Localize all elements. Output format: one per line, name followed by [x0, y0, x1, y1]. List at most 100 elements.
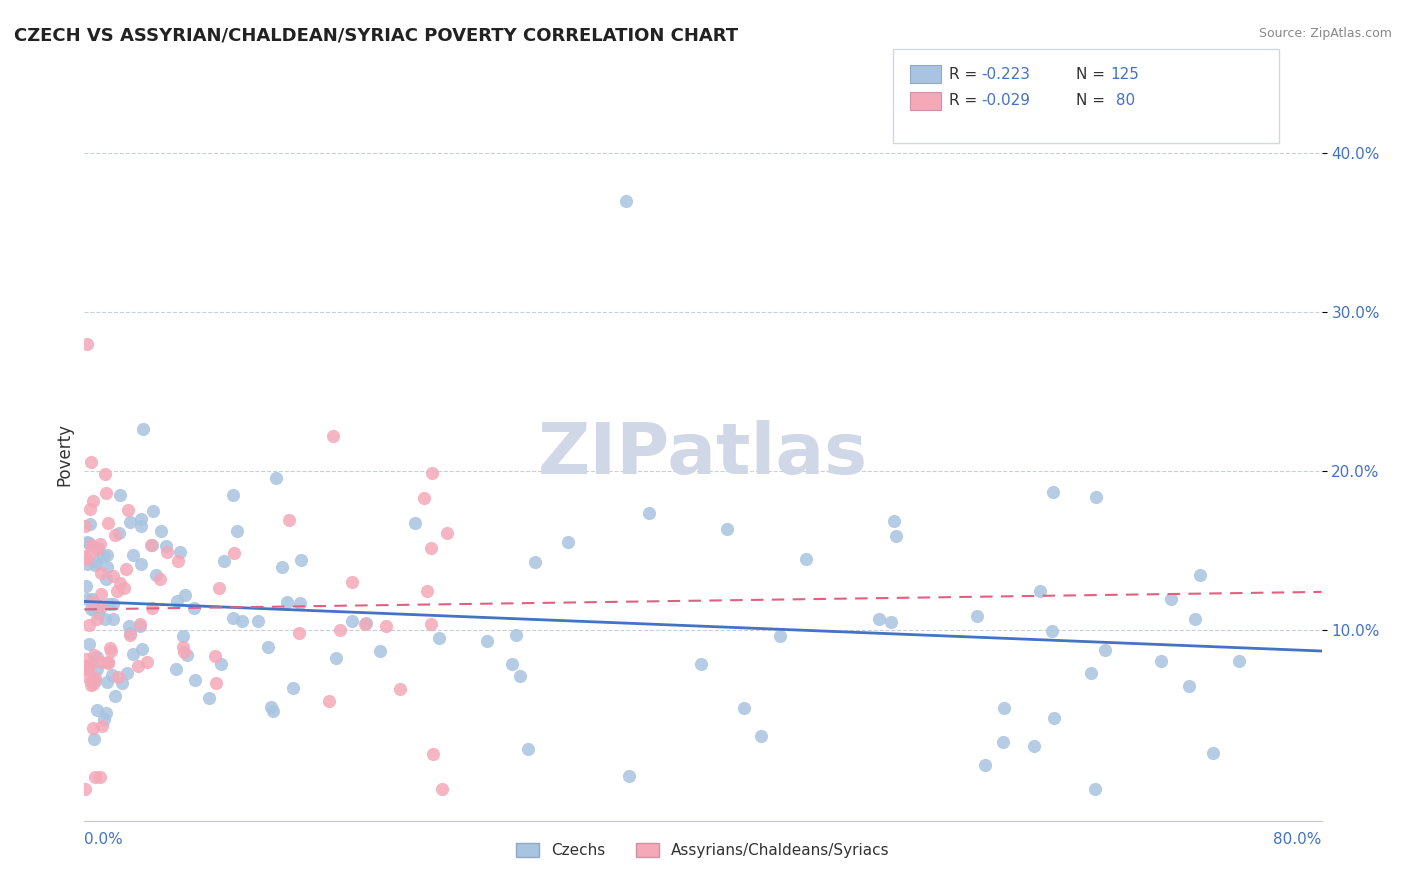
Point — [84, 770, 107, 784]
Point — [966, 608, 988, 623]
Point — [155, 539, 177, 553]
Point — [165, 662, 187, 676]
Point — [208, 581, 231, 595]
Point — [129, 511, 152, 525]
Point — [79, 455, 101, 469]
Point — [354, 617, 377, 632]
Point — [262, 704, 284, 718]
Text: 0.0%: 0.0% — [84, 831, 124, 847]
Point — [87, 541, 110, 555]
Point — [115, 561, 138, 575]
Point — [89, 599, 111, 613]
Point — [420, 616, 443, 631]
Point — [77, 637, 100, 651]
Point — [278, 513, 301, 527]
Point — [749, 729, 772, 743]
Point — [97, 516, 120, 530]
Point — [156, 544, 179, 558]
Point — [90, 566, 112, 580]
Point — [84, 555, 107, 569]
Point — [108, 526, 131, 541]
Point — [368, 644, 391, 658]
Point — [222, 487, 245, 501]
Point — [94, 612, 117, 626]
Point — [97, 655, 120, 669]
Point — [82, 721, 104, 735]
Point — [149, 572, 172, 586]
Text: -0.223: -0.223 — [981, 67, 1031, 81]
Point — [77, 618, 100, 632]
Point — [76, 552, 98, 566]
Point — [91, 549, 114, 563]
Point — [1024, 739, 1046, 753]
Point — [80, 678, 103, 692]
Point — [83, 731, 105, 746]
Point — [176, 648, 198, 662]
Point — [103, 527, 125, 541]
Point — [82, 677, 104, 691]
Point — [79, 516, 101, 531]
Point — [231, 615, 253, 629]
Point — [75, 652, 97, 666]
Point — [128, 617, 150, 632]
Point — [129, 558, 152, 572]
Point — [83, 558, 105, 572]
Point — [1085, 490, 1108, 504]
Point — [769, 629, 792, 643]
Point — [117, 502, 139, 516]
Point — [86, 703, 108, 717]
Point — [205, 676, 228, 690]
Point — [110, 488, 132, 502]
Point — [212, 554, 235, 568]
Point — [79, 502, 101, 516]
Point — [733, 700, 755, 714]
Point — [96, 549, 118, 563]
Point — [96, 486, 118, 500]
Point — [96, 560, 118, 574]
Point — [973, 758, 995, 772]
Point — [288, 625, 311, 640]
Point — [107, 670, 129, 684]
Point — [86, 612, 108, 626]
Point — [105, 583, 128, 598]
Point — [90, 655, 112, 669]
Point — [246, 614, 269, 628]
Point — [90, 600, 112, 615]
Point — [354, 615, 377, 630]
Point — [118, 619, 141, 633]
Point — [1150, 654, 1173, 668]
Point — [98, 640, 121, 655]
Point — [222, 611, 245, 625]
Point — [501, 657, 523, 672]
Point — [1188, 568, 1211, 582]
Point — [77, 536, 100, 550]
Point — [83, 602, 105, 616]
Point — [94, 572, 117, 586]
Point — [111, 676, 134, 690]
Text: CZECH VS ASSYRIAN/CHALDEAN/SYRIAC POVERTY CORRELATION CHART: CZECH VS ASSYRIAN/CHALDEAN/SYRIAC POVERT… — [14, 27, 738, 45]
Point — [131, 641, 153, 656]
Point — [404, 516, 426, 530]
Point — [290, 552, 312, 566]
Point — [145, 567, 167, 582]
Point — [120, 627, 142, 641]
Point — [281, 681, 304, 695]
Point — [103, 597, 125, 611]
Point — [884, 529, 907, 543]
Point — [1042, 624, 1064, 638]
Point — [112, 581, 135, 595]
Text: -0.029: -0.029 — [981, 94, 1031, 108]
Point — [76, 670, 98, 684]
Text: R =: R = — [949, 67, 983, 81]
Point — [89, 537, 111, 551]
Point — [883, 514, 905, 528]
Point — [80, 595, 103, 609]
Point — [139, 538, 162, 552]
Point — [868, 612, 890, 626]
Text: R =: R = — [949, 94, 983, 108]
Point — [149, 524, 172, 538]
Text: ZIPatlas: ZIPatlas — [538, 420, 868, 490]
Point — [141, 537, 163, 551]
Point — [276, 595, 298, 609]
Point — [83, 674, 105, 689]
